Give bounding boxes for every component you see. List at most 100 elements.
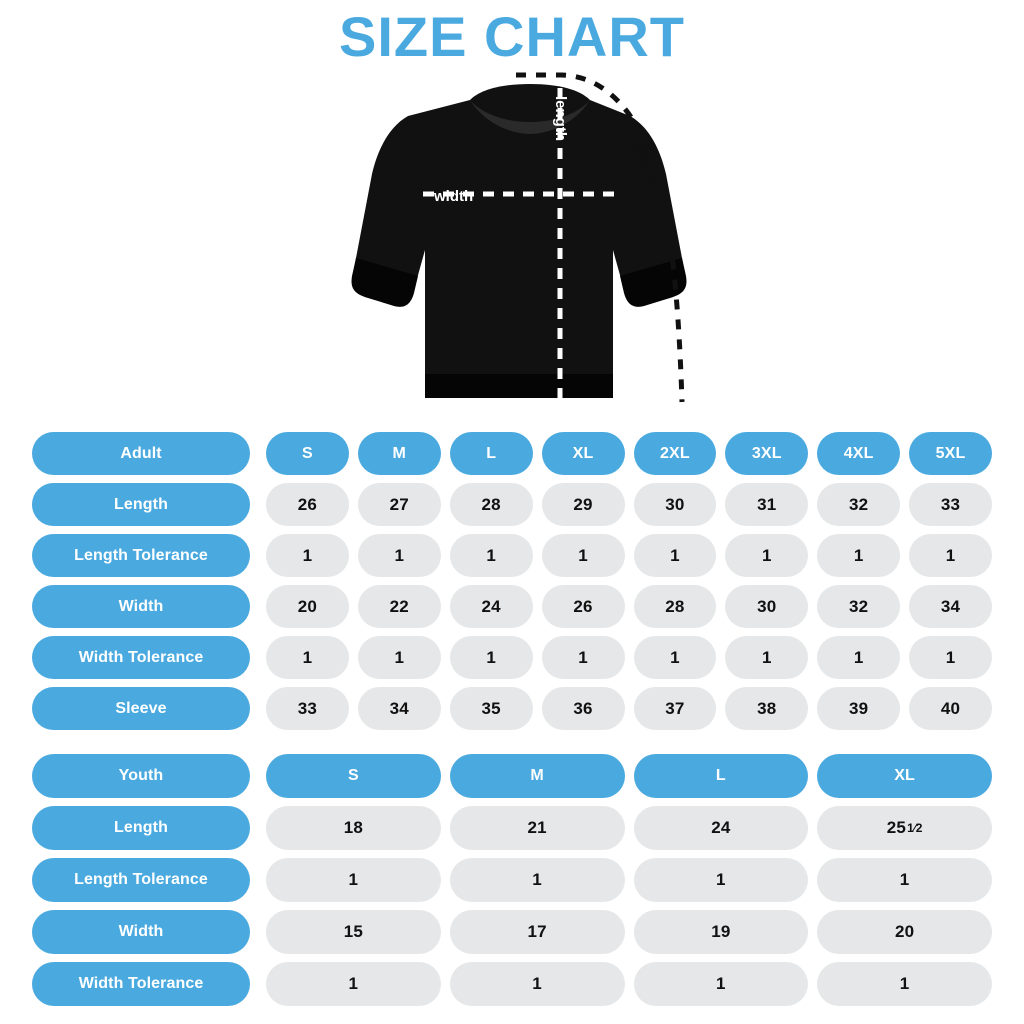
data-cell: 33 <box>909 483 992 526</box>
youth-size-header[interactable]: S <box>266 754 441 798</box>
row-cells: 1 1 1 1 <box>266 962 992 1006</box>
data-cell: 1 <box>357 636 441 679</box>
data-cell: 24 <box>633 806 809 850</box>
data-cell: 32 <box>817 483 901 526</box>
data-cell: 31 <box>725 483 809 526</box>
data-cell: 1 <box>541 636 625 679</box>
data-cell: 32 <box>817 585 901 628</box>
data-cell: 1 <box>909 534 992 577</box>
data-cell: 22 <box>357 585 441 628</box>
youth-size-header[interactable]: XL <box>817 754 992 798</box>
data-cell: 1 <box>725 636 809 679</box>
row-cells: 26 27 28 29 30 31 32 33 <box>266 483 992 526</box>
row-label: Width Tolerance <box>32 636 250 679</box>
garment-illustration: width length sleeve <box>330 62 730 430</box>
youth-size-table: Youth S M L XL Length 18 21 24 25 1⁄2 Len… <box>32 754 992 1014</box>
adult-size-header[interactable]: L <box>449 432 533 475</box>
data-cell: 1 <box>633 962 809 1006</box>
data-cell: 1 <box>449 636 533 679</box>
data-cell: 1 <box>266 534 349 577</box>
data-cell: 33 <box>266 687 349 730</box>
youth-size-header[interactable]: M <box>449 754 625 798</box>
adult-size-header[interactable]: XL <box>541 432 625 475</box>
data-cell: 38 <box>725 687 809 730</box>
row-label: Length <box>32 806 250 850</box>
garment-body <box>354 84 684 398</box>
garment-collar <box>470 100 590 134</box>
data-cell: 21 <box>449 806 625 850</box>
adult-header-row: Adult S M L XL 2XL 3XL 4XL 5XL <box>32 432 992 475</box>
data-cell: 1 <box>266 636 349 679</box>
data-cell: 1 <box>817 636 901 679</box>
adult-size-header[interactable]: 4XL <box>817 432 901 475</box>
data-cell: 1 <box>817 858 992 902</box>
sleeve-guide-line <box>516 72 685 403</box>
data-cell: 25 1⁄2 <box>817 806 992 850</box>
data-cell: 1 <box>909 636 992 679</box>
adult-size-table: Adult S M L XL 2XL 3XL 4XL 5XL Length 26… <box>32 432 992 738</box>
data-cell: 39 <box>817 687 901 730</box>
sweatshirt-svg <box>351 72 687 403</box>
table-row: Sleeve 33 34 35 36 37 38 39 40 <box>32 687 992 730</box>
data-cell: 1 <box>449 534 533 577</box>
data-cell: 19 <box>633 910 809 954</box>
adult-size-header[interactable]: S <box>266 432 349 475</box>
adult-size-headers: S M L XL 2XL 3XL 4XL 5XL <box>266 432 992 475</box>
table-row: Width Tolerance 1 1 1 1 1 1 1 1 <box>32 636 992 679</box>
data-cell: 35 <box>449 687 533 730</box>
data-cell: 1 <box>541 534 625 577</box>
width-measurement-label: width <box>434 188 474 205</box>
adult-size-header[interactable]: 5XL <box>909 432 992 475</box>
data-cell: 40 <box>909 687 992 730</box>
youth-size-headers: S M L XL <box>266 754 992 798</box>
page-title: SIZE CHART <box>339 5 685 68</box>
garment-cuff-left <box>351 258 418 307</box>
length-measurement-label: length <box>552 96 569 141</box>
data-cell: 1 <box>266 858 441 902</box>
row-label: Length Tolerance <box>32 858 250 902</box>
row-label: Length Tolerance <box>32 534 250 577</box>
youth-header-row: Youth S M L XL <box>32 754 992 798</box>
data-cell: 30 <box>725 585 809 628</box>
table-row: Length Tolerance 1 1 1 1 <box>32 858 992 902</box>
data-cell: 26 <box>541 585 625 628</box>
youth-size-header[interactable]: L <box>633 754 809 798</box>
table-row: Length 26 27 28 29 30 31 32 33 <box>32 483 992 526</box>
adult-size-header[interactable]: 3XL <box>725 432 809 475</box>
row-label: Sleeve <box>32 687 250 730</box>
data-cell: 37 <box>633 687 717 730</box>
data-cell: 24 <box>449 585 533 628</box>
data-cell: 1 <box>449 962 625 1006</box>
adult-size-header[interactable]: 2XL <box>633 432 717 475</box>
table-row: Length Tolerance 1 1 1 1 1 1 1 1 <box>32 534 992 577</box>
data-cell: 1 <box>633 858 809 902</box>
data-cell: 36 <box>541 687 625 730</box>
data-cell: 1 <box>266 962 441 1006</box>
data-cell: 18 <box>266 806 441 850</box>
data-cell: 29 <box>541 483 625 526</box>
row-cells: 1 1 1 1 <box>266 858 992 902</box>
row-cells: 18 21 24 25 1⁄2 <box>266 806 992 850</box>
row-cells: 1 1 1 1 1 1 1 1 <box>266 534 992 577</box>
garment-cuff-right <box>620 258 687 307</box>
garment-hem-rib <box>425 374 613 398</box>
data-cell: 1 <box>633 636 717 679</box>
data-cell: 17 <box>449 910 625 954</box>
row-label: Length <box>32 483 250 526</box>
data-cell: 20 <box>817 910 992 954</box>
data-cell: 1 <box>817 962 992 1006</box>
data-cell: 1 <box>449 858 625 902</box>
row-cells: 1 1 1 1 1 1 1 1 <box>266 636 992 679</box>
row-label: Width <box>32 585 250 628</box>
adult-size-header[interactable]: M <box>357 432 441 475</box>
data-cell: 28 <box>449 483 533 526</box>
data-cell: 1 <box>357 534 441 577</box>
youth-section-label: Youth <box>32 754 250 798</box>
row-cells: 15 17 19 20 <box>266 910 992 954</box>
data-cell: 1 <box>633 534 717 577</box>
data-cell: 27 <box>357 483 441 526</box>
data-cell: 20 <box>266 585 349 628</box>
data-cell: 30 <box>633 483 717 526</box>
data-cell: 34 <box>357 687 441 730</box>
data-cell: 1 <box>725 534 809 577</box>
